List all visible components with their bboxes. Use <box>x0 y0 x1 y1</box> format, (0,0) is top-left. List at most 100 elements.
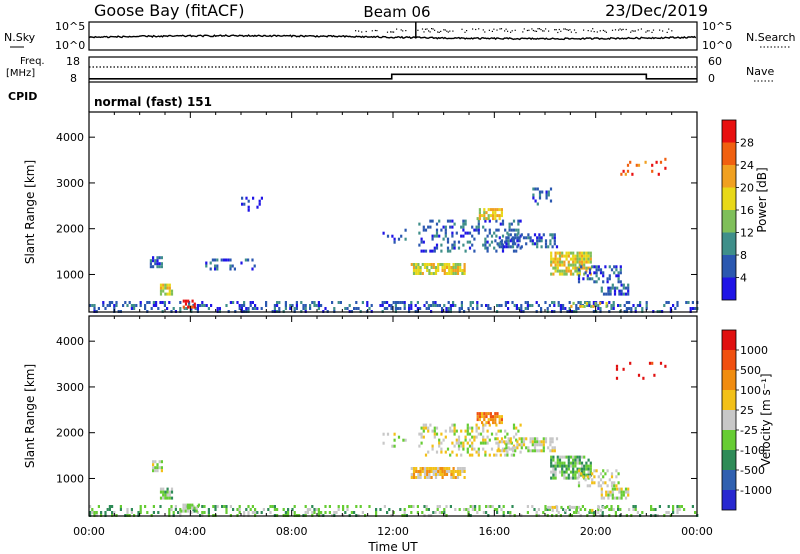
power-cell-12 <box>602 271 605 275</box>
velocity-cell-13 <box>615 367 619 371</box>
velocity-cell-6 <box>451 441 454 445</box>
power-cell-0 <box>559 307 562 310</box>
velocity-cell-1 <box>152 469 155 473</box>
power-cell-0 <box>256 307 259 310</box>
noise-search-point <box>464 31 466 33</box>
power-cell-10 <box>540 239 543 243</box>
velocity-cell-9 <box>580 461 584 465</box>
power-cell-11 <box>561 263 564 267</box>
power-cell-0 <box>128 301 131 304</box>
velocity-cell-0 <box>269 511 272 514</box>
velocity-cell-0 <box>634 505 637 508</box>
velocity-cell-6 <box>453 423 456 427</box>
velocity-cell-9 <box>580 464 584 468</box>
velocity-cell-10 <box>615 484 618 488</box>
power-cell-0 <box>577 307 580 310</box>
noise-search-point <box>659 29 661 31</box>
velocity-cell-6 <box>484 438 487 442</box>
velocity-cell-5 <box>426 470 429 473</box>
power-cell-15 <box>532 187 535 191</box>
power-cell-0 <box>432 301 435 304</box>
power-cell-8 <box>438 219 441 223</box>
velocity-cell-8 <box>542 437 545 441</box>
power-cell-10 <box>505 236 508 240</box>
velocity-cell-0 <box>650 505 653 508</box>
power-cell-0 <box>108 304 111 307</box>
power-cell-11 <box>583 263 586 267</box>
velocity-cell-0 <box>93 511 96 514</box>
noise-search-point <box>504 30 506 32</box>
velocity-cell-6 <box>497 441 500 445</box>
power-cell-3 <box>191 299 194 303</box>
power-cell-9 <box>500 211 503 215</box>
power-cell-2 <box>164 283 167 287</box>
velocity-ytick-label: 2000 <box>56 427 84 440</box>
power-cell-2 <box>168 283 171 287</box>
power-cell-0 <box>148 301 151 304</box>
velocity-cell-6 <box>466 423 469 427</box>
power-cell-10 <box>500 239 504 243</box>
power-cell-14 <box>570 304 573 308</box>
power-cell-6 <box>404 237 407 241</box>
velocity-cell-5 <box>439 470 442 473</box>
velocity-cell-6 <box>504 435 507 439</box>
power-cell-11 <box>572 272 575 276</box>
power-cell-11 <box>558 251 562 255</box>
power-cell-8 <box>446 249 450 253</box>
noise-left-tick-bottom: 10^0 <box>55 39 85 52</box>
velocity-cell-0 <box>597 508 600 511</box>
velocity-cell-3 <box>189 503 192 507</box>
power-cell-8 <box>418 222 421 226</box>
velocity-colorbar-swatch <box>722 430 736 450</box>
velocity-cell-0 <box>172 511 175 514</box>
velocity-cell-0 <box>441 511 444 514</box>
velocity-cell-9 <box>550 455 553 459</box>
power-cell-8 <box>433 246 436 250</box>
velocity-cell-0 <box>225 511 228 514</box>
velocity-cell-8 <box>553 449 556 453</box>
power-cell-0 <box>236 301 239 304</box>
velocity-cell-7 <box>498 421 501 425</box>
power-cell-0 <box>91 304 94 307</box>
power-cell-9 <box>489 214 492 218</box>
power-cell-9 <box>494 208 497 212</box>
velocity-cell-0 <box>287 511 290 514</box>
velocity-cell-8 <box>540 449 543 453</box>
power-cell-0 <box>155 301 158 304</box>
velocity-cell-0 <box>306 511 309 514</box>
power-cell-10 <box>518 236 521 240</box>
power-cell-8 <box>471 243 474 247</box>
velocity-cell-0 <box>489 505 492 508</box>
power-cell-11 <box>565 266 568 270</box>
power-cell-0 <box>300 301 303 304</box>
velocity-cell-0 <box>388 508 391 511</box>
velocity-cell-0 <box>225 505 228 508</box>
velocity-cell-6 <box>482 426 485 430</box>
power-cell-8 <box>460 234 463 238</box>
power-cell-0 <box>355 301 358 304</box>
power-cell-0 <box>152 304 155 307</box>
velocity-cell-0 <box>610 508 613 511</box>
velocity-cell-6 <box>424 453 428 457</box>
velocity-cell-7 <box>494 421 497 425</box>
noise-search-point <box>566 29 568 31</box>
power-cell-7 <box>430 266 433 269</box>
power-cell-11 <box>550 263 553 267</box>
velocity-cell-6 <box>466 426 469 430</box>
velocity-cell-5 <box>432 473 435 476</box>
time-tick-label: 08:00 <box>276 525 308 538</box>
power-cell-0 <box>617 304 620 307</box>
power-cell-8 <box>506 231 509 235</box>
power-cell-12 <box>619 265 622 269</box>
velocity-cell-0 <box>104 511 107 514</box>
power-cell-4 <box>205 264 208 268</box>
power-cell-0 <box>245 307 248 310</box>
power-cell-9 <box>483 214 486 218</box>
power-cell-12 <box>588 277 592 281</box>
power-cell-10 <box>536 245 539 249</box>
noise-search-point <box>496 29 498 31</box>
power-cell-1 <box>160 256 163 260</box>
velocity-cell-6 <box>490 447 494 451</box>
velocity-cell-5 <box>428 476 431 479</box>
velocity-cell-0 <box>207 511 210 514</box>
